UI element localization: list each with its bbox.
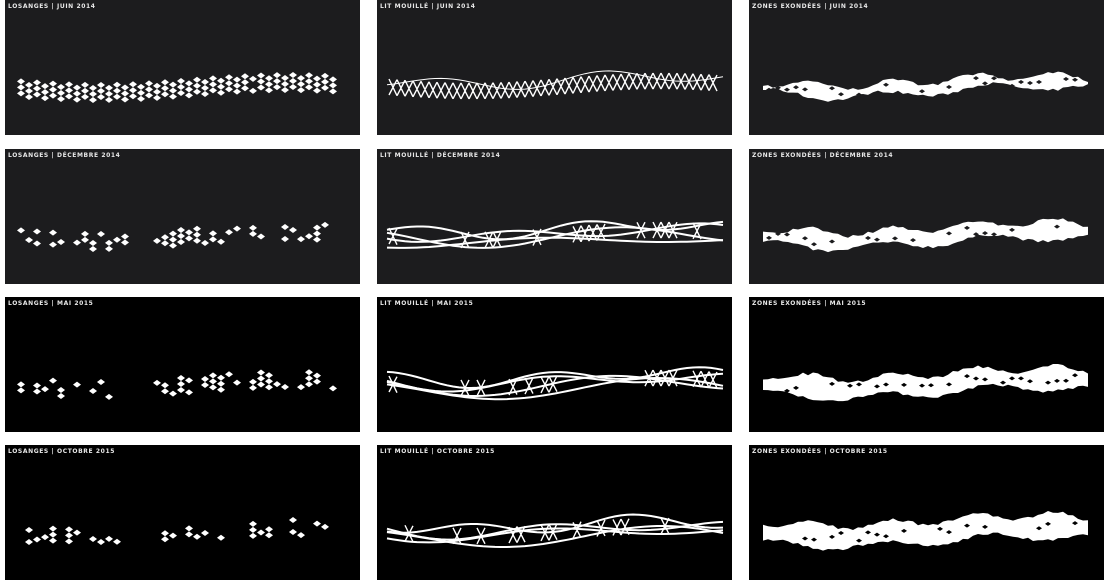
panel-label: LOSANGES | OCTOBRE 2015 [8, 448, 115, 455]
image-panel: ZONES EXONDÉES | MAI 2015 [749, 297, 1104, 432]
panel-label: LOSANGES | JUIN 2014 [8, 3, 96, 10]
panel-background [377, 297, 732, 432]
panel-background [377, 149, 732, 284]
image-panel: LIT MOUILLÉ | JUIN 2014 [377, 0, 732, 135]
panel-background [749, 149, 1104, 284]
panel-label: LIT MOUILLÉ | MAI 2015 [380, 299, 473, 307]
image-panel: ZONES EXONDÉES | JUIN 2014 [749, 0, 1104, 135]
image-panel: ZONES EXONDÉES | DÉCEMBRE 2014 [749, 149, 1104, 284]
panel-background [749, 0, 1104, 135]
panel-background [377, 0, 732, 135]
panel-label: ZONES EXONDÉES | MAI 2015 [752, 299, 866, 307]
image-panel: LOSANGES | MAI 2015 [5, 297, 360, 432]
panel-background [5, 445, 360, 580]
panel-label: LIT MOUILLÉ | OCTOBRE 2015 [380, 447, 495, 455]
image-panel: LOSANGES | JUIN 2014 [5, 0, 360, 135]
panel-background [5, 297, 360, 432]
image-panel: LIT MOUILLÉ | DÉCEMBRE 2014 [377, 149, 732, 284]
panel-background [377, 445, 732, 580]
image-panel: ZONES EXONDÉES | OCTOBRE 2015 [749, 445, 1104, 580]
panel-label: LOSANGES | DÉCEMBRE 2014 [8, 151, 120, 159]
page: LOSANGES | JUIN 2014 LIT MOUILLÉ | JUIN 2… [0, 0, 1107, 585]
panel-label: ZONES EXONDÉES | OCTOBRE 2015 [752, 447, 888, 455]
image-panel: LOSANGES | OCTOBRE 2015 [5, 445, 360, 580]
image-grid: LOSANGES | JUIN 2014 LIT MOUILLÉ | JUIN 2… [0, 0, 1107, 585]
panel-label: ZONES EXONDÉES | DÉCEMBRE 2014 [752, 151, 893, 159]
image-panel: LIT MOUILLÉ | MAI 2015 [377, 297, 732, 432]
panel-background [5, 0, 360, 135]
panel-label: LIT MOUILLÉ | JUIN 2014 [380, 2, 475, 10]
panel-background [749, 297, 1104, 432]
panel-label: LIT MOUILLÉ | DÉCEMBRE 2014 [380, 151, 500, 159]
image-panel: LIT MOUILLÉ | OCTOBRE 2015 [377, 445, 732, 580]
panel-label: LOSANGES | MAI 2015 [8, 300, 93, 307]
panel-label: ZONES EXONDÉES | JUIN 2014 [752, 2, 868, 10]
panel-background [5, 149, 360, 284]
image-panel: LOSANGES | DÉCEMBRE 2014 [5, 149, 360, 284]
